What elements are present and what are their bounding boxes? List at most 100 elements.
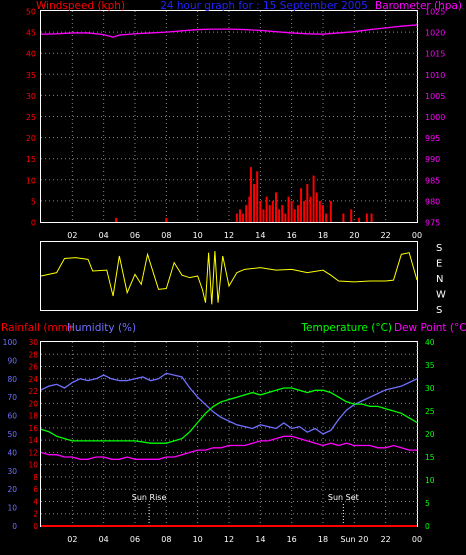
sun-annotations: Sun Rise Sun Set [132, 493, 359, 526]
wind-bar [245, 205, 248, 222]
x-tick-label: 06 [130, 535, 140, 544]
x-tick-label: 14 [255, 231, 265, 240]
x-tick-label: 02 [67, 231, 77, 240]
wind-bar [249, 167, 252, 222]
pressure-tick-label: 985 [425, 176, 440, 185]
wind-bar [248, 196, 251, 222]
sun-marker-label: Sun Rise [132, 493, 167, 502]
x-tick-label: 20 [349, 231, 359, 240]
direction-label: N [436, 274, 443, 285]
x-tick-label: 10 [193, 231, 203, 240]
sun-marker-label: Sun Set [328, 493, 359, 502]
direction-panel-frame [40, 241, 418, 311]
wind-bar [165, 217, 168, 222]
humidity-axis-ticks: 0 10 20 30 40 50 60 70 80 90 100 [3, 338, 18, 531]
rainfall-tick-label: 8 [33, 473, 38, 482]
direction-label: E [436, 259, 442, 270]
pressure-axis-label: Barometer (hpa) [375, 0, 462, 12]
x-tick-label: 04 [99, 231, 109, 240]
direction-label: S [436, 305, 442, 316]
rainfall-tick-label: 28 [28, 350, 38, 359]
wind-bar [262, 209, 265, 222]
wind-bar [312, 175, 315, 222]
wind-bar [281, 205, 284, 222]
rainfall-tick-label: 24 [28, 375, 38, 384]
wind-bar [278, 209, 281, 222]
wind-bar [365, 213, 368, 222]
wind-tick-label: 5 [31, 197, 36, 206]
wind-axis-label: Windspeed (kph) [36, 0, 125, 12]
x-tick-label: 16 [287, 231, 297, 240]
humidity-tick-label: 80 [7, 375, 17, 384]
humidity-tick-label: 90 [7, 356, 17, 365]
wind-bar [115, 217, 118, 222]
temperature-tick-label: 5 [425, 499, 430, 508]
wind-tick-label: 35 [26, 71, 36, 80]
humidity-tick-label: 70 [7, 393, 17, 402]
temperature-axis-ticks: 0 5 10 15 20 25 30 35 40 [425, 338, 435, 531]
wind-bar [315, 192, 318, 222]
dewpoint-legend: Dew Point (°C) [394, 322, 466, 334]
wind-bar [275, 192, 277, 222]
wind-bar [238, 209, 241, 222]
temperature-tick-label: 25 [425, 407, 435, 416]
pressure-tick-label: 1005 [425, 92, 445, 101]
temperature-tick-label: 40 [425, 338, 435, 347]
pressure-tick-label: 980 [425, 197, 440, 206]
humidity-tick-label: 50 [7, 430, 17, 439]
wind-axis-ticks: 0 5 10 15 20 25 30 35 40 45 50 [26, 8, 36, 228]
wind-bar [290, 200, 293, 222]
humidity-tick-label: 100 [3, 338, 18, 347]
temperature-tick-label: 20 [425, 430, 435, 439]
x-tick-label: 10 [193, 535, 203, 544]
x-tick-label: 18 [318, 535, 328, 544]
rainfall-tick-label: 2 [33, 510, 38, 519]
rainfall-legend: Rainfall (mm) [1, 322, 72, 334]
temperature-tick-label: 15 [425, 453, 435, 462]
wind-bar [300, 188, 303, 222]
wind-bar [370, 213, 373, 222]
x-tick-label: 04 [99, 535, 109, 544]
temperature-line [40, 387, 418, 444]
wind-bar [253, 184, 256, 222]
wind-bar [284, 213, 287, 222]
rainfall-tick-label: 18 [28, 412, 38, 421]
wind-tick-label: 10 [26, 176, 36, 185]
pressure-tick-label: 995 [425, 134, 440, 143]
x-tick-label: 12 [224, 535, 234, 544]
wind-bar [303, 200, 306, 222]
pressure-line [40, 24, 418, 38]
temperature-x-ticks: 02 04 06 08 10 12 14 16 18 Sun 20 22 00 [67, 535, 422, 544]
wind-bar [271, 200, 274, 222]
wind-tick-label: 20 [26, 134, 36, 143]
humidity-tick-label: 20 [7, 485, 17, 494]
wind-tick-label: 15 [26, 155, 36, 164]
x-tick-label: 16 [287, 535, 297, 544]
temperature-legend: Temperature (°C) [300, 322, 392, 334]
wind-bar [293, 209, 296, 222]
wind-bar [309, 196, 312, 222]
pressure-tick-label: 1010 [425, 71, 445, 80]
x-tick-label: 12 [224, 231, 234, 240]
wind-bar [329, 200, 332, 222]
x-tick-label: 14 [255, 535, 265, 544]
rainfall-tick-label: 14 [28, 436, 38, 445]
rainfall-tick-label: 4 [33, 497, 38, 506]
direction-label: S [436, 243, 442, 254]
wind-tick-label: 25 [26, 113, 36, 122]
wind-bar [296, 205, 299, 222]
temperature-tick-label: 35 [425, 361, 435, 370]
rainfall-tick-label: 22 [28, 387, 38, 396]
wind-direction-line [40, 250, 418, 305]
x-tick-label: 18 [318, 231, 328, 240]
x-tick-label: 22 [381, 535, 391, 544]
rainfall-tick-label: 0 [33, 522, 38, 531]
humidity-tick-label: 0 [12, 522, 17, 531]
wind-bar [318, 200, 321, 222]
rainfall-tick-label: 30 [28, 338, 38, 347]
